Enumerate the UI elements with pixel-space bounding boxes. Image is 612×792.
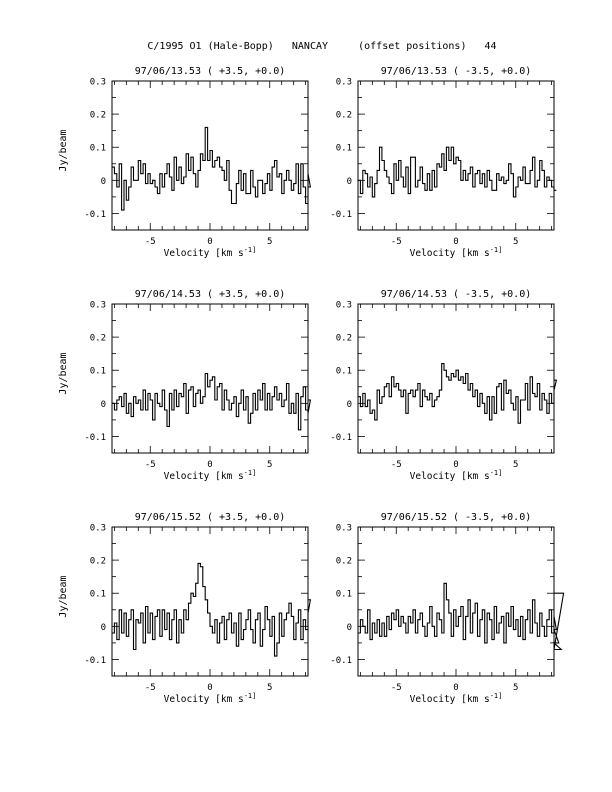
y-tick-label: 0.2 (90, 334, 106, 344)
panel-title: 97/06/14.53 ( -3.5, +0.0) (381, 289, 532, 300)
plot-frame (111, 303, 309, 454)
y-tick-label: 0.3 (336, 78, 352, 88)
plot-frame (357, 303, 555, 454)
x-axis-label: Velocity [km s-1] (410, 246, 503, 259)
x-tick-label: 0 (207, 683, 212, 693)
x-tick-label: 0 (453, 460, 458, 470)
spectrum-line (358, 146, 557, 198)
spectrum-line (112, 372, 312, 431)
y-axis-label: Jy/beam (58, 575, 69, 617)
x-tick-label: 5 (267, 460, 272, 470)
x-tick-label: 0 (207, 460, 212, 470)
x-tick-label: 5 (513, 460, 518, 470)
panel-title: 97/06/13.53 ( -3.5, +0.0) (381, 66, 532, 77)
y-tick-label: -0.1 (330, 656, 352, 666)
y-tick-label: 0.1 (336, 144, 352, 154)
spectrum-panel-6: 97/06/15.52 ( -3.5, +0.0) -5 0 5 -0.1 0 0.1 0.2… (330, 512, 565, 705)
x-tick-label: -5 (391, 460, 402, 470)
y-tick-label: 0.3 (90, 301, 106, 311)
x-tick-label: -5 (145, 460, 156, 470)
y-tick-label: -0.1 (84, 433, 106, 443)
y-tick-label: 0.2 (336, 334, 352, 344)
y-tick-label: -0.1 (84, 210, 106, 220)
y-tick-label: 0.2 (90, 557, 106, 567)
x-tick-label: 0 (207, 237, 212, 247)
x-axis-label: Velocity [km s-1] (164, 692, 257, 705)
x-axis-label: Velocity [km s-1] (410, 469, 503, 482)
y-tick-label: 0 (101, 177, 106, 187)
y-tick-label: -0.1 (330, 210, 352, 220)
spectrum-panel-1: 97/06/13.53 ( +3.5, +0.0) -5 0 5 -0.1 0 0.1 0.2… (58, 66, 312, 259)
spectrum-line (358, 582, 565, 651)
x-tick-label: -5 (391, 237, 402, 247)
x-axis-label: Velocity [km s-1] (410, 692, 503, 705)
y-tick-label: 0 (101, 623, 106, 633)
y-tick-label: 0.1 (90, 144, 106, 154)
x-axis-label: Velocity [km s-1] (164, 469, 257, 482)
x-tick-label: 5 (513, 683, 518, 693)
y-tick-label: -0.1 (330, 433, 352, 443)
y-tick-label: 0.3 (90, 524, 106, 534)
y-tick-label: 0.1 (336, 367, 352, 377)
x-tick-label: 5 (513, 237, 518, 247)
spectrum-line (112, 562, 312, 657)
x-tick-label: -5 (145, 237, 156, 247)
panel-title: 97/06/14.53 ( +3.5, +0.0) (135, 289, 286, 300)
panel-title: 97/06/13.53 ( +3.5, +0.0) (135, 66, 286, 77)
spectrum-line (112, 126, 312, 211)
x-tick-label: -5 (391, 683, 402, 693)
y-tick-label: 0.2 (336, 111, 352, 121)
spectrum-panel-3: 97/06/14.53 ( +3.5, +0.0) -5 0 5 -0.1 0 0.1 0.2… (58, 289, 312, 482)
y-tick-label: 0 (347, 400, 352, 410)
y-tick-label: 0.2 (336, 557, 352, 567)
y-tick-label: 0 (101, 400, 106, 410)
y-tick-label: 0.1 (336, 590, 352, 600)
x-tick-label: 5 (267, 237, 272, 247)
spectrum-panel-2: 97/06/13.53 ( -3.5, +0.0) -5 0 5 -0.1 0 0.1 0.2… (330, 66, 557, 259)
x-axis-label: Velocity [km s-1] (164, 246, 257, 259)
plot-frame (357, 80, 555, 231)
page-title: C/1995 O1 (Hale-Bopp) NANCAY (offset pos… (147, 41, 496, 52)
y-axis-label: Jy/beam (58, 129, 69, 171)
y-tick-label: 0.1 (90, 590, 106, 600)
x-tick-label: 0 (453, 237, 458, 247)
y-axis-label: Jy/beam (58, 352, 69, 394)
spectrum-line (358, 363, 558, 424)
y-tick-label: 0.3 (90, 78, 106, 88)
y-tick-label: 0.3 (336, 524, 352, 534)
plot-frame (357, 526, 555, 677)
y-tick-label: 0.2 (90, 111, 106, 121)
y-tick-label: 0.1 (90, 367, 106, 377)
spectra-panels: 97/06/13.53 ( +3.5, +0.0) -5 0 5 -0.1 0 0.1 0.2… (58, 66, 565, 705)
y-tick-label: -0.1 (84, 656, 106, 666)
x-tick-label: -5 (145, 683, 156, 693)
plot-frame (111, 526, 309, 677)
panel-title: 97/06/15.52 ( +3.5, +0.0) (135, 512, 286, 523)
spectrum-panel-5: 97/06/15.52 ( +3.5, +0.0) -5 0 5 -0.1 0 0.1 0.2… (58, 512, 312, 705)
y-tick-label: 0 (347, 623, 352, 633)
x-tick-label: 5 (267, 683, 272, 693)
y-tick-label: 0 (347, 177, 352, 187)
x-tick-label: 0 (453, 683, 458, 693)
panel-title: 97/06/15.52 ( -3.5, +0.0) (381, 512, 532, 523)
y-tick-label: 0.3 (336, 301, 352, 311)
spectrum-panel-4: 97/06/14.53 ( -3.5, +0.0) -5 0 5 -0.1 0 0.1 0.2… (330, 289, 558, 482)
